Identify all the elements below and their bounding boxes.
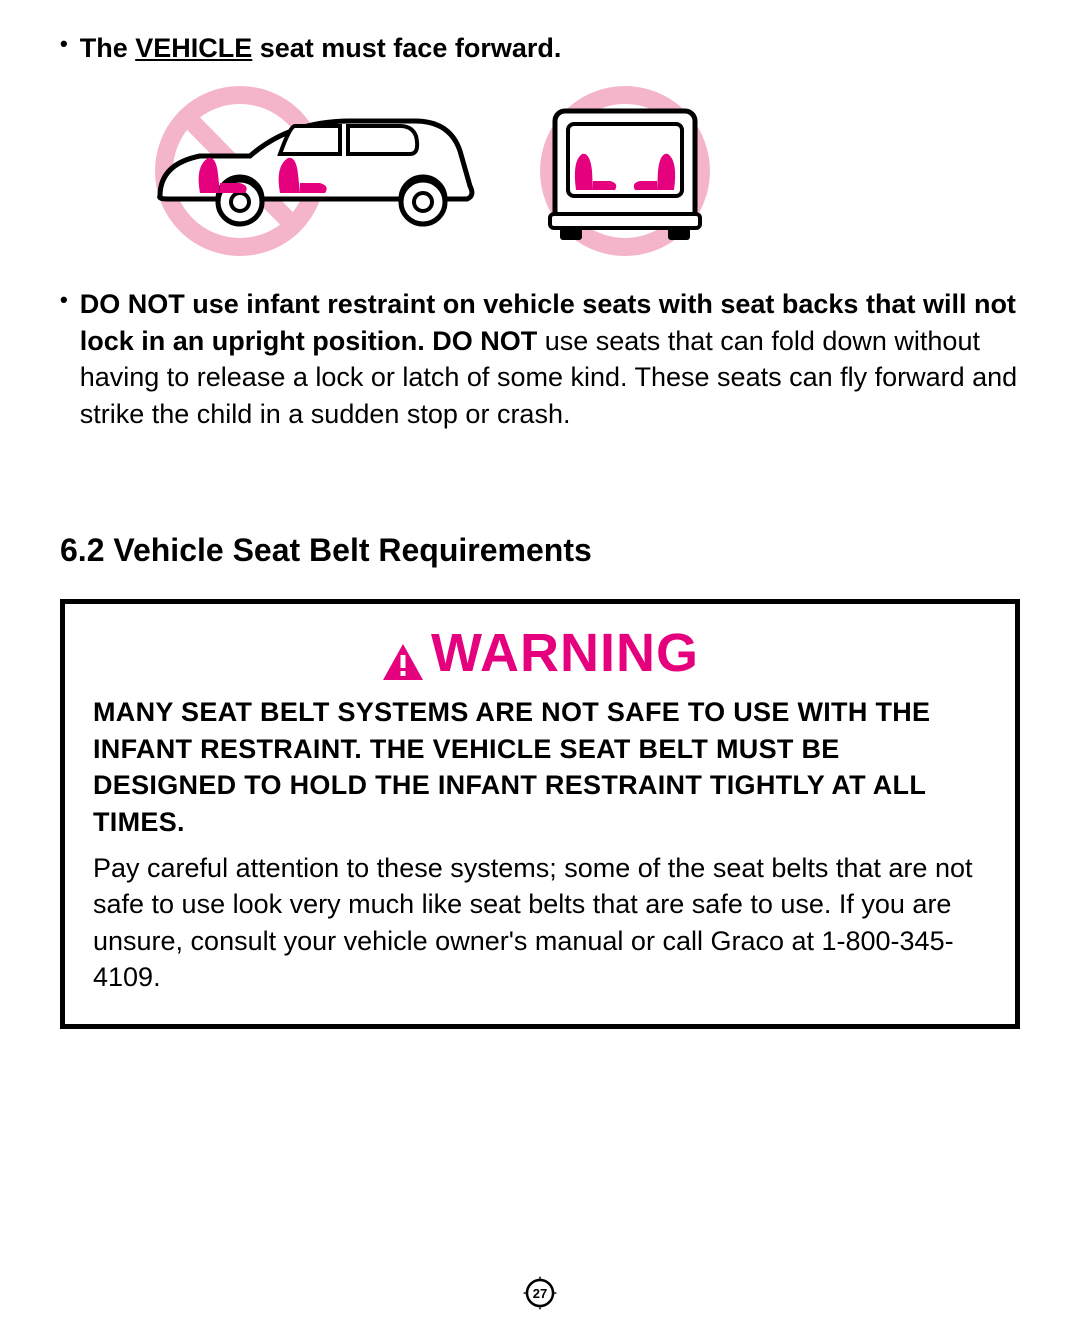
car-side-svg <box>140 86 480 256</box>
warning-title-row: WARNING <box>93 622 987 684</box>
warning-box: WARNING MANY SEAT BELT SYSTEMS ARE NOT S… <box>60 599 1020 1029</box>
illustration-car-side <box>140 86 480 256</box>
warning-title-text: WARNING <box>431 622 699 684</box>
warning-triangle-icon <box>381 633 425 673</box>
page-number-text: 27 <box>533 1286 547 1301</box>
page-badge-icon: 27 <box>522 1275 558 1311</box>
bullet-item-1: • The VEHICLE seat must face forward. <box>60 30 1020 66</box>
bullet-text-1: The VEHICLE seat must face forward. <box>80 30 562 66</box>
bullet-dot: • <box>60 30 68 59</box>
car-back-svg <box>520 86 730 256</box>
warning-body-text: Pay careful attention to these systems; … <box>93 850 987 996</box>
page-number-badge: 27 <box>522 1275 558 1316</box>
b1-post: seat must face forward. <box>252 33 561 63</box>
bullet-dot: • <box>60 286 68 315</box>
section-heading: 6.2 Vehicle Seat Belt Requirements <box>60 532 1020 569</box>
illustrations-row <box>140 86 1020 256</box>
warning-bold-text: MANY SEAT BELT SYSTEMS ARE NOT SAFE TO U… <box>93 694 987 840</box>
bullet-item-2: • DO NOT use infant restraint on vehicle… <box>60 286 1020 432</box>
bullet-text-2: DO NOT use infant restraint on vehicle s… <box>80 286 1020 432</box>
b1-underlined: VEHICLE <box>135 33 252 63</box>
b1-pre: The <box>80 33 136 63</box>
illustration-car-back <box>520 86 730 256</box>
